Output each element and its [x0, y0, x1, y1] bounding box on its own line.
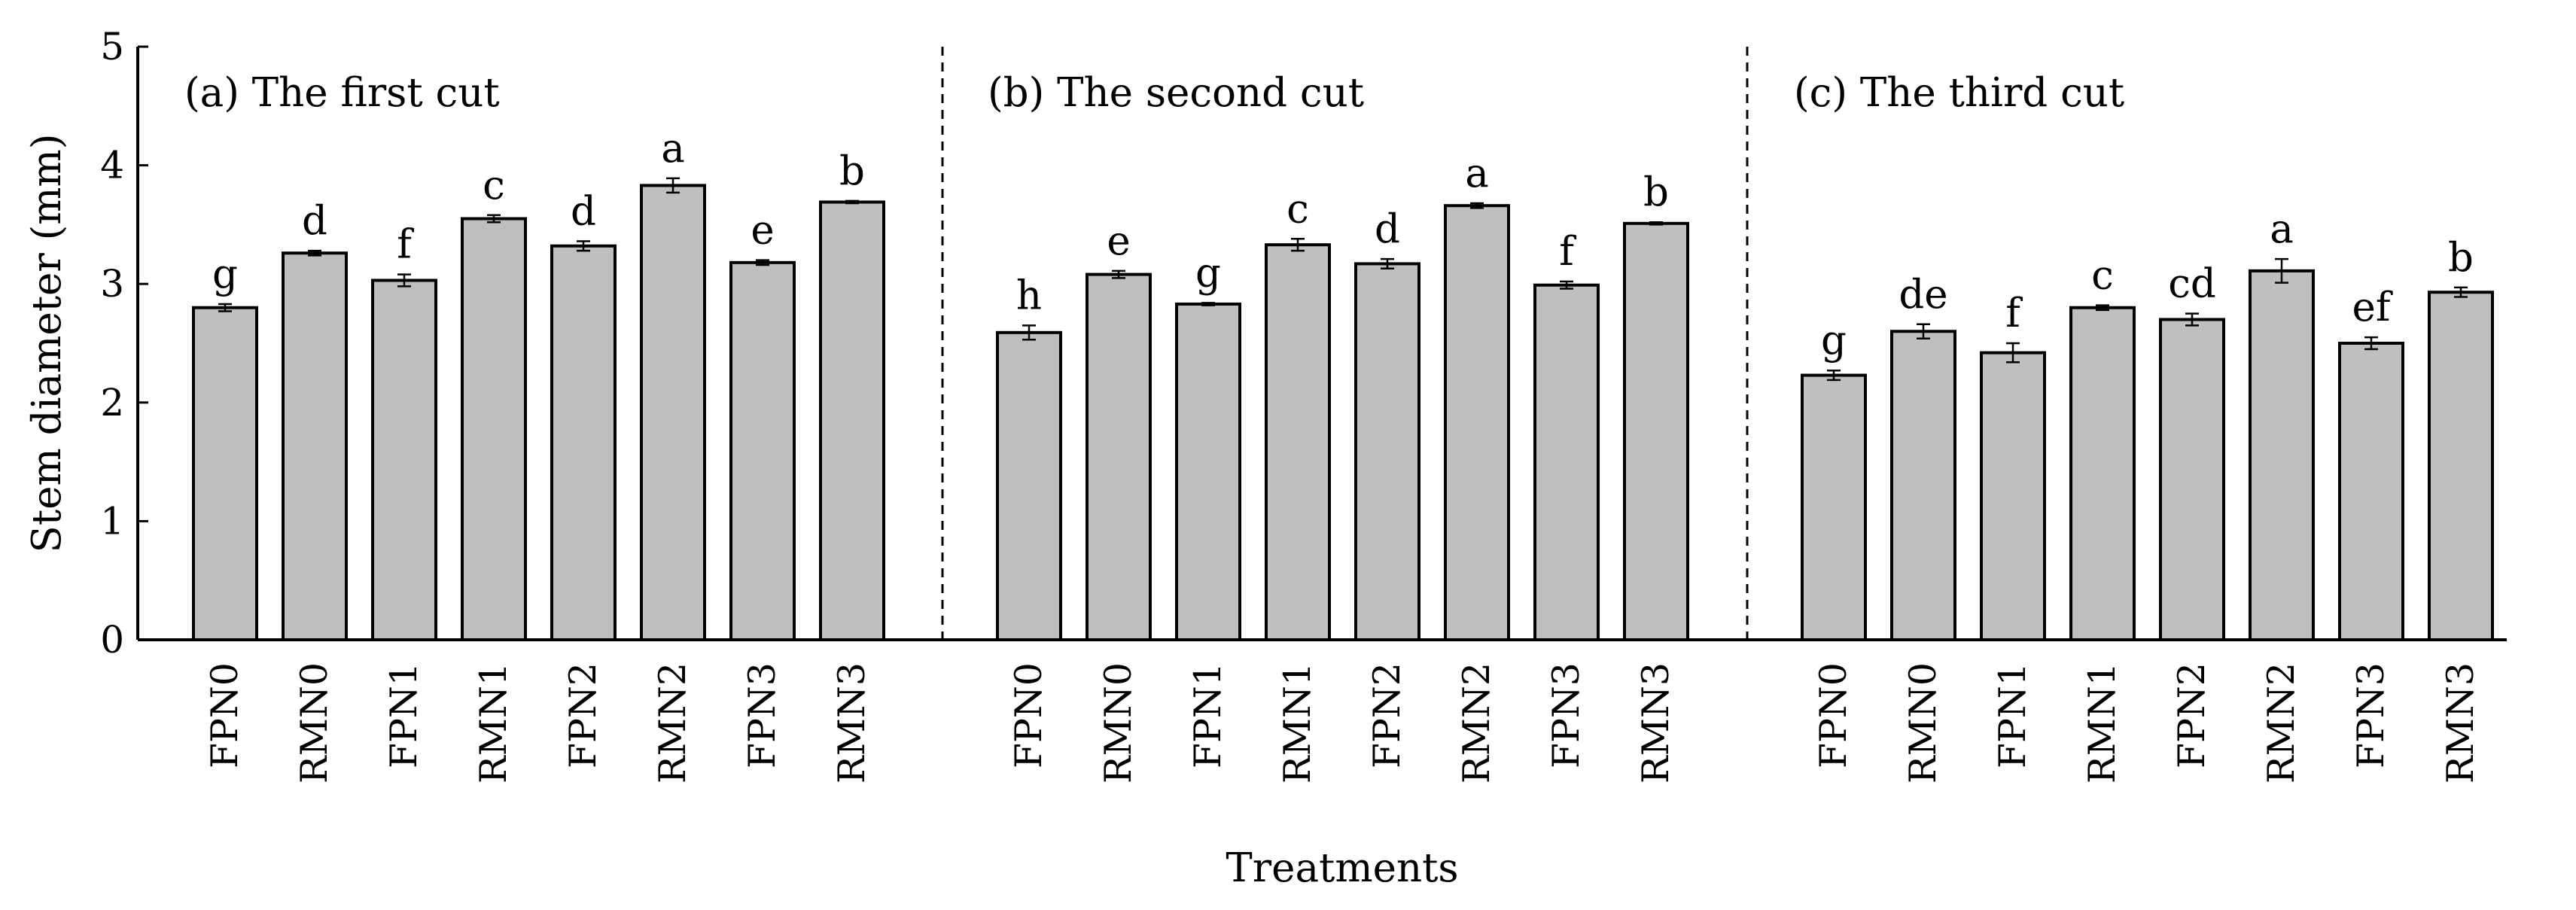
y-tick-label: 2: [100, 381, 124, 425]
significance-letter: e: [1107, 218, 1130, 264]
category-label: RMN0: [1097, 662, 1140, 784]
bar: [640, 184, 706, 641]
category-label: RMN0: [293, 662, 336, 784]
y-axis-title: Stem diameter (mm): [24, 134, 70, 553]
bar: [1444, 204, 1510, 641]
bar: [2249, 269, 2315, 641]
category-label: FPN3: [1545, 662, 1588, 768]
category-label: FPN2: [2170, 662, 2213, 768]
category-label: RMN1: [1276, 662, 1319, 784]
significance-letter: a: [661, 126, 685, 172]
panel-title-a: (a) The first cut: [184, 70, 500, 116]
bar: [996, 330, 1062, 641]
bar: [550, 244, 617, 641]
bar: [461, 217, 527, 641]
category-label: RMN3: [830, 662, 873, 784]
y-tick-label: 4: [100, 144, 124, 187]
y-axis-ticks: 0 1 2 3 4 5: [100, 25, 148, 662]
significance-letter: b: [1643, 169, 1669, 215]
category-label: FPN1: [1991, 662, 2034, 768]
significance-letter: c: [2091, 253, 2114, 299]
significance-letter: c: [1286, 186, 1309, 232]
category-label: RMN1: [472, 662, 515, 784]
significance-letter: de: [1899, 272, 1947, 318]
category-label: FPN0: [203, 662, 246, 768]
y-tick-label: 5: [100, 25, 124, 68]
y-tick-label: 0: [100, 618, 124, 662]
category-label: FPN1: [1186, 662, 1229, 768]
category-label: FPN1: [382, 662, 425, 768]
bar: [1533, 283, 1600, 641]
category-label: FPN2: [562, 662, 604, 768]
bar: [1801, 373, 1867, 641]
bar: [282, 251, 348, 641]
y-tick-label: 1: [100, 499, 124, 543]
category-label: RMN1: [2081, 662, 2124, 784]
significance-letter: g: [1195, 250, 1221, 296]
significance-letter: g: [1821, 318, 1847, 364]
bar: [1265, 243, 1331, 641]
bar: [371, 278, 437, 641]
bar: [1890, 330, 1956, 641]
bar: [729, 260, 796, 641]
significance-letter: d: [1375, 206, 1400, 252]
significance-letter: h: [1016, 272, 1042, 318]
category-label: RMN2: [2260, 662, 2303, 784]
bar: [1354, 262, 1420, 641]
bar: [819, 200, 885, 641]
significance-letter: f: [397, 222, 414, 268]
significance-letter: d: [571, 188, 596, 234]
category-label: RMN2: [651, 662, 694, 784]
bar: [1980, 351, 2046, 641]
panel-title-b: (b) The second cut: [988, 70, 1364, 116]
significance-letter: a: [1465, 151, 1489, 196]
bar: [2159, 318, 2225, 641]
category-label: FPN0: [1007, 662, 1050, 768]
y-tick-label: 3: [100, 262, 124, 306]
significance-letter: f: [2005, 291, 2023, 336]
bar: [2338, 342, 2404, 641]
category-label: RMN2: [1455, 662, 1498, 784]
bar: [1175, 302, 1241, 641]
category-label: FPN3: [741, 662, 784, 768]
significance-letter: c: [483, 163, 505, 208]
category-label: FPN2: [1366, 662, 1408, 768]
category-label: FPN3: [2349, 662, 2392, 768]
significance-letter: b: [839, 148, 865, 194]
bar: [2428, 291, 2494, 641]
panel-title-c: (c) The third cut: [1794, 70, 2124, 116]
bar-marks: g FPN0 d RMN0 f FPN1 c RMN1 d FPN2 a RMN2 e FPN3 b RMN3…: [192, 126, 2494, 784]
significance-letter: d: [302, 198, 327, 244]
bar: [1086, 272, 1152, 641]
bar: [1623, 221, 1689, 642]
significance-letter: f: [1559, 229, 1576, 275]
category-label: RMN3: [2439, 662, 2482, 784]
bar: [192, 306, 258, 641]
significance-letter: e: [751, 208, 774, 254]
significance-letter: g: [212, 251, 238, 297]
significance-letter: b: [2448, 235, 2474, 281]
significance-letter: cd: [2168, 261, 2216, 307]
significance-letter: a: [2270, 206, 2294, 252]
x-axis-title: Treatments: [1226, 845, 1458, 891]
significance-letter: ef: [2352, 285, 2393, 330]
bar: [2069, 306, 2136, 641]
category-label: RMN3: [1634, 662, 1677, 784]
category-label: FPN0: [1812, 662, 1855, 768]
category-label: RMN0: [1902, 662, 1944, 784]
